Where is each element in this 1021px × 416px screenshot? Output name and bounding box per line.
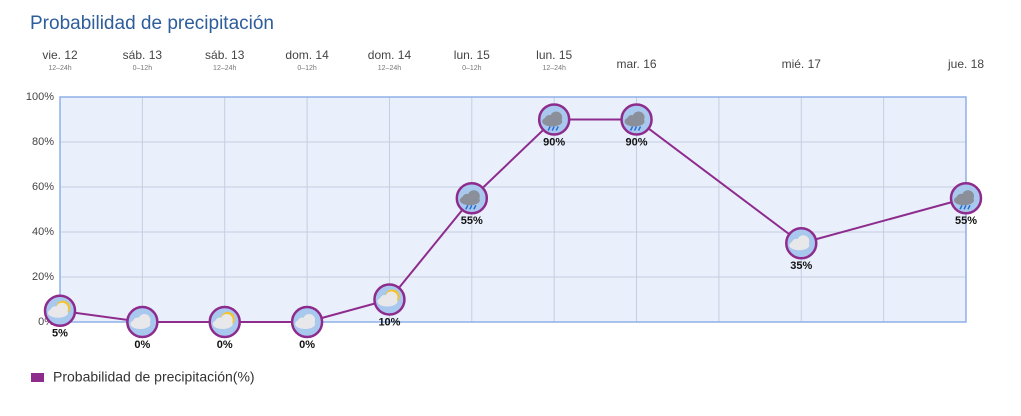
x-tick-sublabel: 12–24h — [48, 65, 71, 72]
x-tick-sublabel: 12–24h — [213, 65, 236, 72]
x-tick-sublabel: 12–24h — [543, 65, 566, 72]
rain — [465, 204, 469, 210]
cloud — [50, 306, 60, 316]
line-segment — [388, 197, 473, 301]
cloud — [379, 295, 389, 304]
cloud — [462, 193, 472, 203]
rain — [963, 204, 967, 210]
rain — [967, 204, 971, 210]
x-tick-label: lun. 15 — [454, 48, 490, 62]
rain — [551, 126, 555, 131]
x-tick-sublabel: 0–12h — [133, 65, 153, 72]
rain — [555, 126, 559, 131]
legend-swatch — [31, 373, 44, 382]
x-tick-label: lun. 15 — [536, 48, 572, 62]
chart-title: Probabilidad de precipitación — [30, 13, 274, 34]
x-tick-label: dom. 14 — [368, 48, 412, 62]
data-label: 10% — [378, 316, 400, 328]
line-segment — [471, 118, 555, 199]
data-label: 0% — [299, 339, 315, 351]
y-tick-label: 40% — [32, 226, 54, 238]
x-tick-label: sáb. 13 — [123, 48, 163, 62]
y-tick-label: 80% — [32, 136, 54, 148]
rain — [959, 204, 963, 210]
data-label: 5% — [52, 328, 68, 340]
cloud — [791, 238, 801, 248]
plot-area — [60, 97, 966, 322]
x-tick-label: dom. 14 — [285, 48, 329, 62]
rain — [637, 126, 642, 131]
line-segment — [801, 197, 967, 245]
cloud — [215, 317, 225, 327]
x-tick-sublabel: 0–12h — [297, 65, 317, 72]
cloud — [956, 193, 966, 203]
weather-marker — [949, 182, 983, 215]
cloud — [544, 115, 554, 124]
data-label: 35% — [790, 260, 812, 272]
weather-marker — [537, 103, 571, 136]
x-tick-label: mar. 16 — [617, 57, 657, 71]
cloud — [627, 115, 637, 124]
weather-marker — [208, 305, 241, 339]
weather-marker — [126, 305, 159, 339]
x-tick-label: sáb. 13 — [205, 48, 245, 62]
rain — [547, 126, 551, 131]
cloud — [297, 317, 307, 327]
x-tick-label: mié. 17 — [782, 57, 822, 71]
x-tick-label: vie. 12 — [42, 48, 78, 62]
data-label: 55% — [461, 215, 483, 227]
data-label: 90% — [626, 136, 648, 148]
y-tick-label: 100% — [26, 91, 54, 103]
x-tick-label: jue. 18 — [947, 57, 984, 71]
weather-marker — [373, 283, 406, 316]
y-tick-label: 20% — [32, 271, 54, 283]
weather-marker — [455, 182, 489, 215]
y-tick-label: 60% — [32, 181, 54, 193]
cloud — [132, 317, 142, 327]
x-tick-sublabel: 12–24h — [378, 65, 401, 72]
rain — [469, 204, 473, 210]
data-label: 0% — [217, 339, 233, 351]
rain — [473, 204, 477, 210]
rain — [633, 126, 638, 131]
rain — [629, 126, 634, 131]
data-label: 55% — [955, 215, 977, 227]
line-segment — [635, 118, 802, 245]
x-tick-sublabel: 0–12h — [462, 65, 482, 72]
data-label: 90% — [543, 136, 565, 148]
legend-label: Probabilidad de precipitación(%) — [53, 369, 255, 385]
weather-marker — [290, 305, 324, 339]
weather-marker — [43, 294, 77, 327]
data-label: 0% — [134, 339, 150, 351]
weather-marker — [620, 103, 653, 136]
weather-marker — [785, 227, 818, 260]
